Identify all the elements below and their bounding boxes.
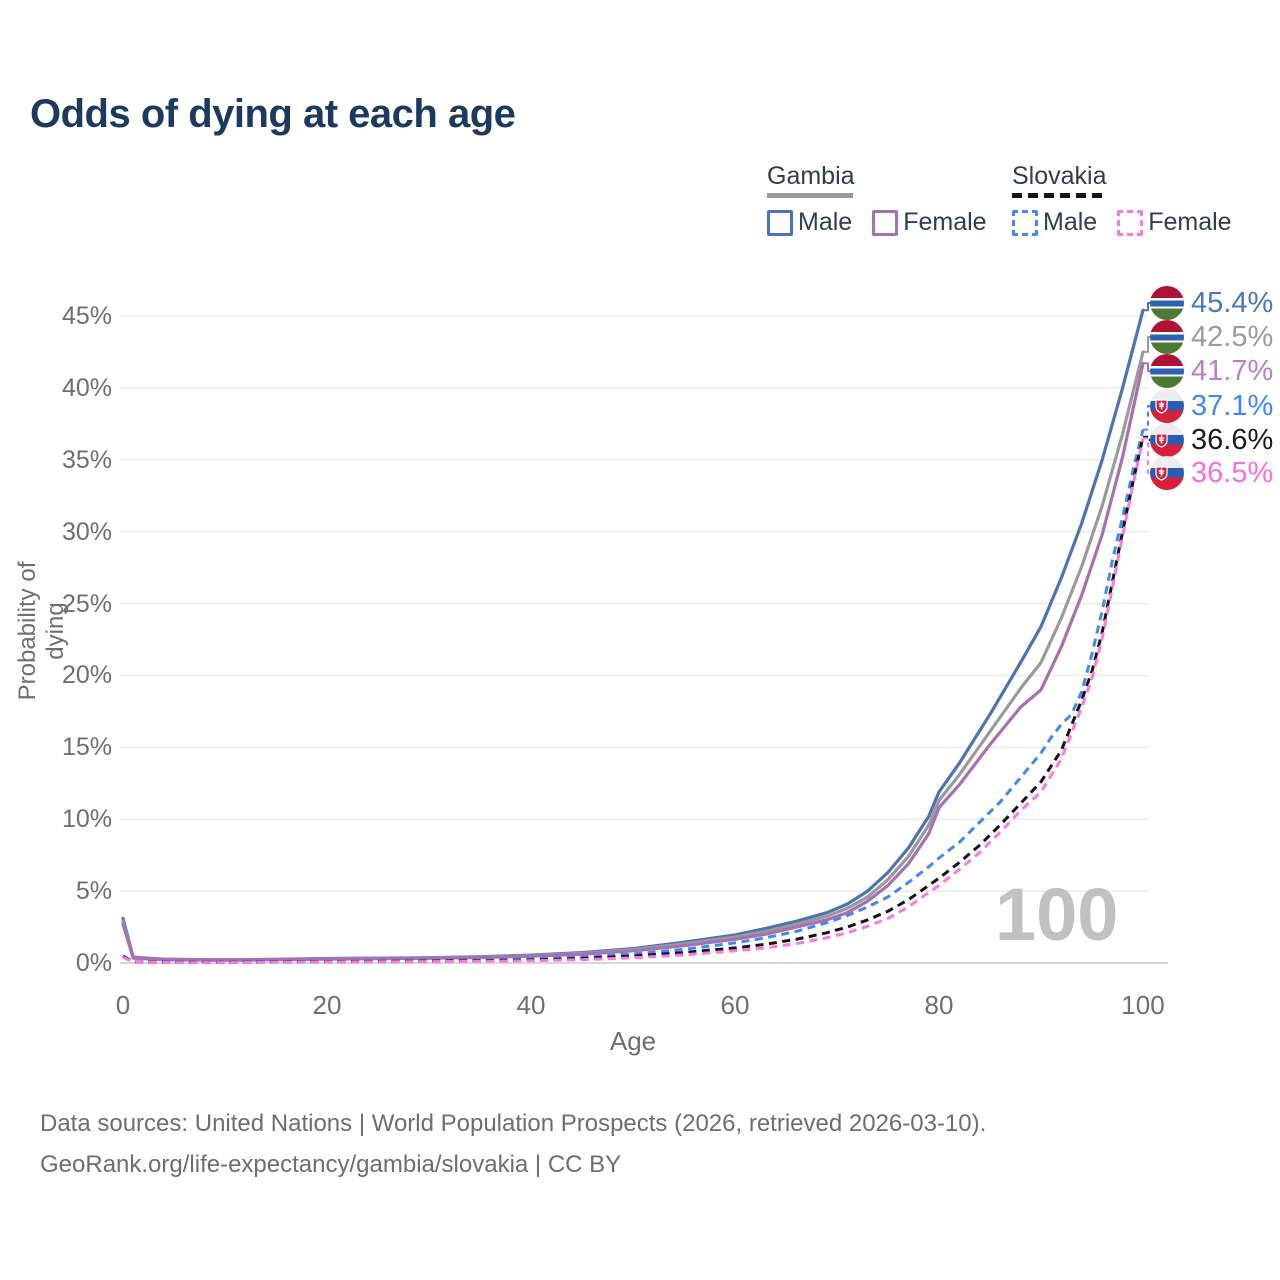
end-label-gambia-female: 41.7% (1150, 354, 1273, 388)
series-line-gambia-female[interactable] (121, 361, 1145, 962)
legend-label-slovakia-female: Female (1148, 208, 1232, 236)
legend-country-gambia[interactable]: Gambia (767, 162, 855, 190)
x-tick-80: 80 (924, 990, 954, 1020)
gambia-flag-icon (1150, 354, 1184, 388)
footer-attribution: GeoRank.org/life-expectancy/gambia/slova… (40, 1151, 622, 1178)
y-tick-25%: 25% (61, 589, 112, 618)
x-tick-100: 100 (1121, 990, 1165, 1020)
legend-group-gambia: Gambia Male Female (767, 162, 987, 237)
legend-item-slovakia-female[interactable]: Female (1117, 208, 1232, 237)
series-line-slovakia-male[interactable] (122, 429, 1145, 964)
legend-country-slovakia[interactable]: Slovakia (1012, 162, 1107, 190)
legend-underline-slovakia (1012, 193, 1104, 198)
end-label-value: 42.5% (1191, 320, 1274, 353)
end-label-value: 45.4% (1191, 286, 1274, 319)
y-tick-35%: 35% (61, 445, 112, 474)
y-tick-45%: 45% (61, 301, 112, 330)
end-label-gambia-male: 45.4% (1150, 286, 1273, 320)
legend-underline-gambia (767, 193, 853, 198)
slovakia-flag-icon (1150, 423, 1184, 457)
end-label-value: 36.5% (1191, 456, 1274, 489)
end-label-slovakia-male: 37.1% (1150, 389, 1273, 423)
y-tick-0%: 0% (75, 949, 112, 977)
x-tick-20: 20 (312, 990, 342, 1020)
legend-item-slovakia-male[interactable]: Male (1012, 208, 1097, 237)
legend-label-gambia-male: Male (798, 208, 853, 236)
end-label-slovakia-female: 36.5% (1150, 456, 1273, 490)
y-tick-10%: 10% (61, 805, 112, 834)
legend-item-gambia-male[interactable]: Male (767, 208, 852, 237)
legend-item-gambia-female[interactable]: Female (872, 208, 987, 237)
y-axis-title: Probability of dying (14, 561, 69, 701)
legend-label-gambia-female: Female (903, 208, 987, 236)
legend-checkbox-gambia-female[interactable] (872, 209, 899, 236)
gambia-flag-icon (1150, 320, 1184, 354)
end-label-connector-slovakia-male (1143, 405, 1150, 431)
legend-checkbox-slovakia-male[interactable] (1012, 209, 1038, 236)
end-label-value: 41.7% (1191, 354, 1274, 387)
y-tick-20%: 20% (61, 661, 112, 690)
series-line-slovakia-female[interactable] (122, 437, 1145, 965)
legend-checkbox-gambia-male[interactable] (767, 209, 793, 236)
legend-group-slovakia: Slovakia Male Female (1012, 162, 1232, 237)
end-label-connector-slovakia-both-sexes (1143, 435, 1150, 441)
end-label-connector-gambia-both-sexes (1143, 336, 1150, 353)
x-tick-60: 60 (720, 990, 750, 1020)
end-label-connector-gambia-female (1143, 362, 1150, 372)
series-line-gambia-both-sexes[interactable] (121, 350, 1145, 962)
legend-label-slovakia-male: Male (1043, 208, 1098, 236)
y-tick-30%: 30% (61, 517, 112, 546)
page-title: Odds of dying at each age (30, 92, 516, 136)
chart-canvas (120, 302, 1168, 965)
x-tick-0: 0 (115, 990, 131, 1020)
hover-age-watermark: 100 (995, 873, 1119, 956)
gambia-flag-icon (1150, 286, 1184, 320)
footer-sources: Data sources: United Nations | World Pop… (40, 1110, 987, 1137)
end-label-connector-gambia-male (1143, 302, 1150, 312)
end-label-slovakia-both-sexes: 36.6% (1150, 423, 1273, 457)
x-tick-40: 40 (516, 990, 546, 1020)
series-line-slovakia-both-sexes[interactable] (122, 436, 1145, 964)
series-line-gambia-male[interactable] (121, 308, 1145, 962)
slovakia-flag-icon (1150, 456, 1184, 490)
footer: Data sources: United Nations | World Pop… (40, 1103, 986, 1185)
y-tick-5%: 5% (75, 877, 112, 906)
end-label-value: 37.1% (1191, 389, 1274, 422)
y-tick-15%: 15% (61, 733, 112, 762)
end-label-connector-slovakia-female (1143, 437, 1150, 474)
x-axis-title: Age (609, 1026, 657, 1056)
legend-checkbox-slovakia-female[interactable] (1117, 209, 1144, 236)
end-label-gambia-both-sexes: 42.5% (1150, 320, 1273, 354)
slovakia-flag-icon (1150, 389, 1184, 423)
end-label-value: 36.6% (1191, 423, 1274, 456)
y-tick-40%: 40% (61, 373, 112, 402)
